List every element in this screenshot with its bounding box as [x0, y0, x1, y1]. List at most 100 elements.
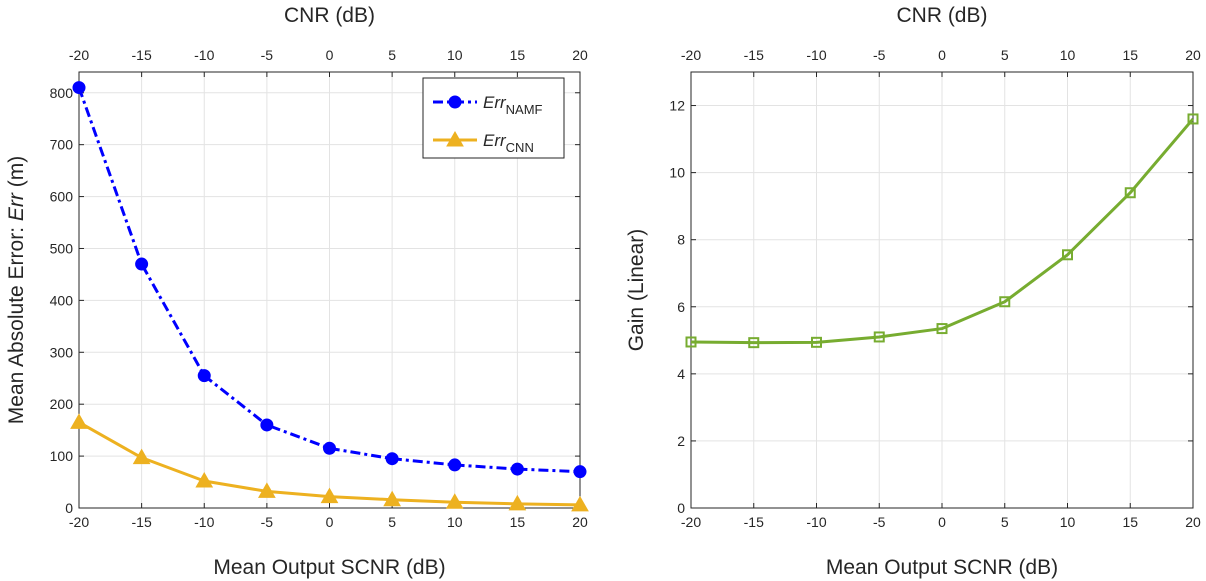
data-point-1	[383, 490, 401, 507]
x2-tick-label: 15	[1122, 47, 1138, 63]
x-tick-label: 5	[1001, 514, 1009, 530]
data-point-0	[748, 337, 760, 349]
data-point-1	[571, 495, 589, 512]
chart-right-gain: -20 -20 -15 -15 -10 -10 -5 -5 0 0 5 5 10 10 15 15 20 20 0 2…	[625, 4, 1201, 579]
data-point-0	[448, 458, 462, 472]
x2-tick-label: -5	[873, 47, 886, 63]
legend-box	[422, 77, 565, 159]
x2-tick-label: -5	[261, 47, 274, 63]
x2-axis-label: CNR (dB)	[284, 4, 375, 27]
y-axis-label-part: (m)	[5, 156, 28, 193]
data-point-1	[508, 494, 527, 511]
data-point-1	[258, 482, 276, 498]
x-tick-label: 0	[938, 514, 946, 530]
legend-marker-1	[446, 130, 464, 147]
x-tick-label: -20	[681, 514, 701, 530]
series-0	[685, 113, 1199, 349]
y-tick-label: 0	[677, 500, 685, 516]
data-point-0	[72, 81, 86, 95]
data-point-0	[873, 331, 885, 343]
data-point-1	[70, 413, 88, 429]
x2-tick-label: 10	[1060, 47, 1076, 63]
y-tick-label: 200	[50, 396, 74, 412]
y-axis-label: Gain (Linear)	[625, 229, 648, 352]
x2-tick-label: -10	[194, 47, 214, 63]
y-tick-label: 12	[669, 98, 685, 114]
y-axis-label-part: Mean Absolute Error:	[5, 221, 28, 424]
chart-left-mae: -20-20-15-15-10-10-5-5005510101515202001…	[5, 4, 589, 579]
x2-tick-label: 5	[388, 47, 396, 63]
data-point-1	[132, 448, 151, 465]
y-axis-label: Mean Absolute Error: Err (m)	[5, 156, 28, 424]
x-tick-label: 20	[1185, 514, 1201, 530]
x-axis-label: Mean Output SCNR (dB)	[213, 556, 445, 579]
series-line-0	[77, 87, 581, 474]
data-point-0	[573, 465, 587, 479]
legend-label-part: CNN	[506, 140, 534, 155]
data-point-0	[510, 462, 524, 476]
series-0	[72, 81, 587, 479]
data-point-0	[1124, 187, 1136, 199]
y-tick-label: 4	[677, 366, 685, 382]
legend-marker-0	[448, 95, 462, 109]
x-tick-label: 0	[326, 514, 334, 530]
x-tick-label: 10	[447, 514, 463, 530]
y-tick-label: 6	[677, 299, 685, 315]
x2-tick-label: 0	[938, 47, 946, 63]
x-tick-label: 15	[1122, 514, 1138, 530]
x-tick-label: -10	[194, 514, 214, 530]
data-point-0	[323, 441, 336, 455]
y-tick-label: 2	[677, 433, 685, 449]
data-point-1	[195, 472, 214, 488]
x2-tick-label: -20	[69, 47, 89, 63]
x2-tick-label: 15	[510, 47, 526, 63]
y-axis-label-part: Err	[5, 192, 28, 221]
legend-label-1: ErrCNN	[483, 131, 534, 155]
x-tick-label: -20	[69, 514, 89, 530]
legend-label-0: ErrNAMF	[483, 93, 543, 117]
legend-label-part: Err	[483, 131, 507, 150]
legend-label-part: Err	[483, 93, 507, 112]
series-1	[70, 413, 589, 512]
data-point-0	[999, 296, 1011, 308]
x2-tick-label: 5	[1001, 47, 1009, 63]
x-tick-label: 15	[510, 514, 526, 530]
data-point-0	[936, 323, 948, 335]
series-line-0	[690, 117, 1195, 345]
x2-tick-label: -10	[806, 47, 826, 63]
x-tick-label: 20	[572, 514, 588, 530]
x-axis-label: Mean Output SCNR (dB)	[826, 556, 1058, 579]
data-point-0	[260, 418, 274, 432]
data-point-0	[685, 336, 697, 348]
data-point-0	[1062, 249, 1073, 261]
x-tick-label: -5	[873, 514, 886, 530]
y-tick-label: 800	[50, 85, 74, 101]
y-tick-label: 10	[669, 165, 685, 181]
data-point-1	[320, 487, 339, 504]
data-point-0	[1187, 113, 1199, 125]
y-tick-label: 500	[50, 240, 74, 256]
x2-axis-label: CNR (dB)	[896, 4, 987, 27]
x-tick-label: -10	[806, 514, 826, 530]
x-tick-label: -15	[132, 514, 152, 530]
data-point-0	[811, 336, 822, 348]
x-tick-label: -15	[744, 514, 764, 530]
y-tick-label: 100	[50, 448, 74, 464]
data-point-0	[197, 369, 211, 383]
y-tick-label: 0	[65, 500, 73, 516]
x2-tick-label: -15	[744, 47, 764, 63]
x-tick-label: 5	[388, 514, 396, 530]
legend-label-part: NAMF	[506, 102, 543, 117]
data-point-0	[135, 257, 149, 271]
y-tick-label: 300	[50, 344, 74, 360]
y-tick-label: 700	[50, 137, 74, 153]
x-tick-label: -5	[261, 514, 274, 530]
y-tick-label: 8	[677, 232, 685, 248]
x-tick-label: 10	[1060, 514, 1076, 530]
x2-tick-label: 0	[326, 47, 334, 63]
data-point-0	[385, 452, 399, 466]
x2-tick-label: -15	[132, 47, 152, 63]
y-tick-label: 400	[50, 292, 74, 308]
